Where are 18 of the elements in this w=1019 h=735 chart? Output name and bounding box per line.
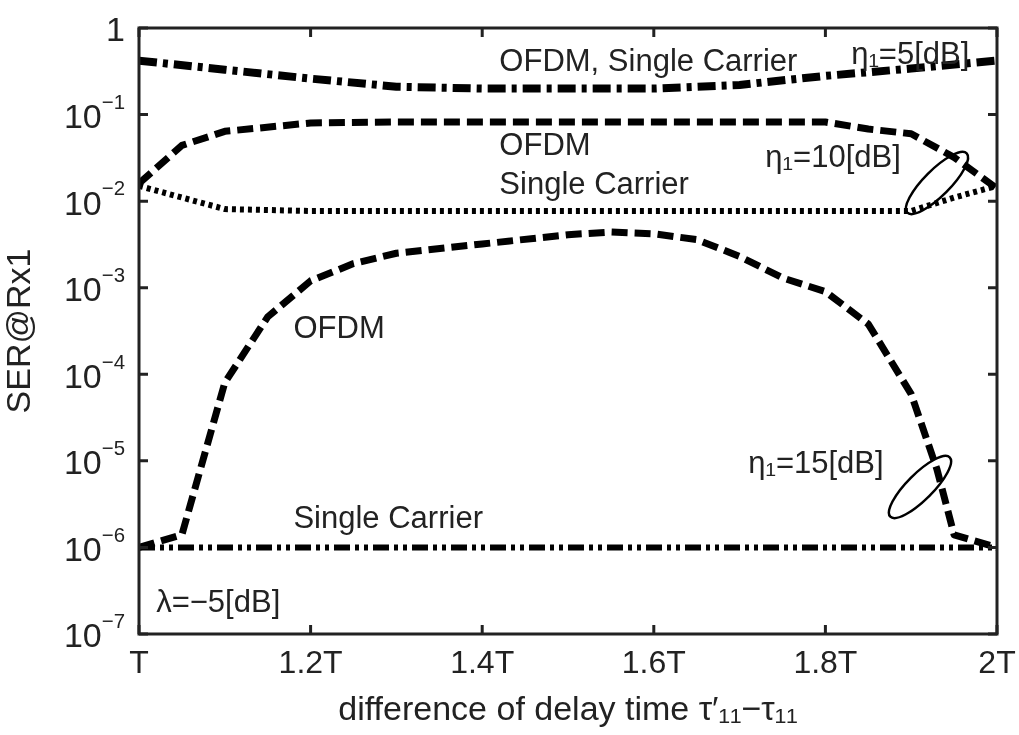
- x-tick-label: 1.8T: [793, 643, 858, 680]
- series-label: Single Carrier: [293, 500, 483, 536]
- series-label: OFDM: [293, 310, 385, 346]
- x-tick-label: T: [129, 643, 149, 680]
- series-label: OFDM, Single Carrier: [499, 43, 798, 79]
- series-label: Single Carrier: [499, 165, 689, 201]
- y-tick-label: 1: [106, 10, 126, 49]
- x-tick-label: 1.2T: [278, 643, 343, 680]
- x-tick-label: 1.4T: [450, 643, 515, 680]
- series-label: OFDM: [499, 126, 591, 162]
- x-tick-label: 1.6T: [621, 643, 686, 680]
- annotation: λ=−5[dB]: [156, 584, 281, 620]
- x-axis-title: difference of delay time τ′₁₁−τ₁₁: [338, 688, 798, 727]
- y-axis-title: SER@Rx1: [0, 248, 37, 414]
- annotation: η₁=15[dB]: [748, 444, 884, 480]
- annotation: η₁=10[dB]: [765, 138, 901, 174]
- x-tick-label: 2T: [978, 643, 1016, 680]
- annotation: η₁=5[dB]: [851, 35, 970, 71]
